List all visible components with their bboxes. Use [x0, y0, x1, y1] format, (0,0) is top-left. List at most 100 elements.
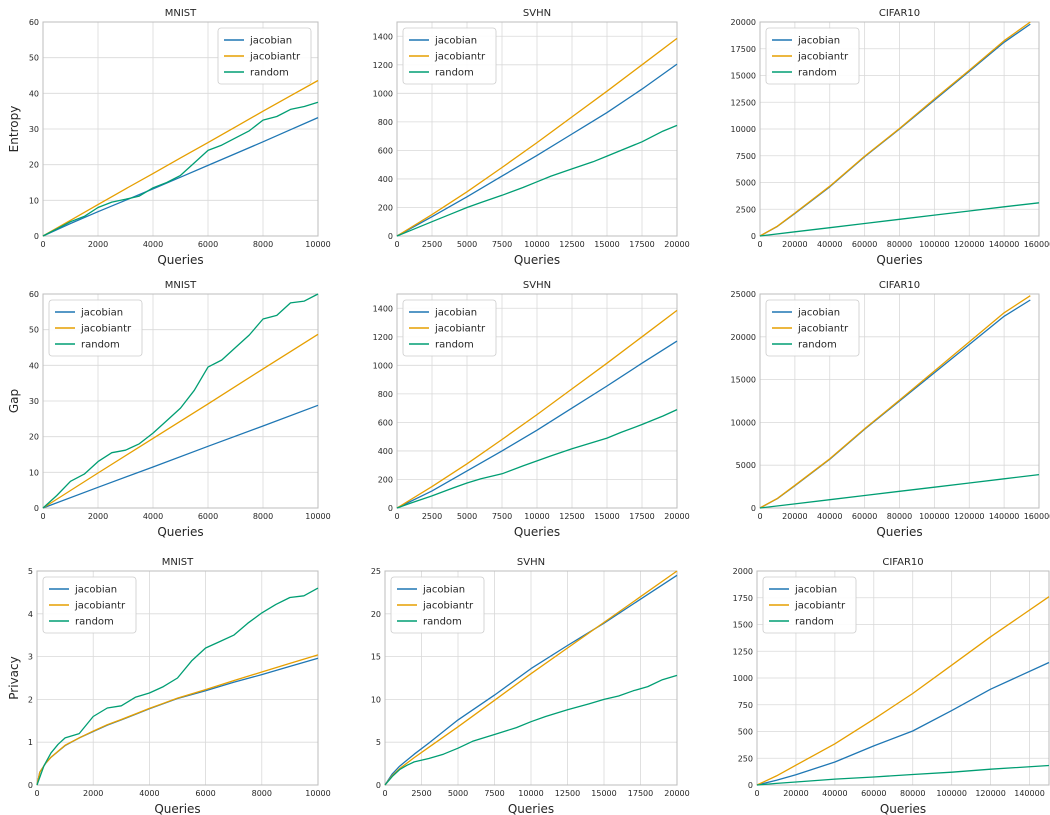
legend-label-random: random	[435, 68, 474, 79]
y-tick-label: 200	[378, 203, 393, 212]
chart-title: MNIST	[165, 8, 197, 19]
y-tick-label: 2	[28, 695, 33, 704]
x-tick-label: 120000	[954, 240, 985, 249]
chart-title: MNIST	[162, 557, 194, 568]
y-tick-label: 1000	[373, 89, 393, 98]
plot-frame	[42, 21, 319, 237]
chart-panel-7: 0 2000 4000 6000 8000 10000 0 1 2 3 4 5 MNIST Queries…	[7, 557, 331, 815]
y-tick-label: 15	[371, 653, 381, 662]
x-axis-label: Queries	[876, 525, 922, 539]
series-line-random	[756, 764, 1050, 786]
series-line-jacobiantr	[42, 79, 319, 237]
y-tick-label: 600	[378, 146, 393, 155]
y-tick-label: 600	[378, 418, 393, 427]
chart-title: SVHN	[523, 280, 551, 291]
y-tick-label: 40	[29, 89, 39, 98]
legend-label-jacobian: jacobian	[794, 585, 837, 596]
legend-label-jacobian: jacobian	[434, 36, 477, 47]
x-tick-label: 6000	[198, 240, 218, 249]
legend: jacobian jacobiantr random	[765, 27, 860, 85]
plot-frame	[36, 570, 319, 786]
y-tick-label: 5000	[736, 461, 756, 470]
y-tick-label: 25000	[731, 290, 756, 299]
y-tick-label: 750	[738, 701, 753, 710]
y-tick-label: 800	[378, 390, 393, 399]
legend: jacobian jacobiantr random	[217, 27, 312, 85]
series-line-jacobiantr	[36, 654, 319, 786]
x-tick-label: 6000	[195, 789, 215, 798]
y-tick-label: 0	[751, 504, 756, 513]
plot-frame	[42, 293, 319, 509]
series-line-random	[42, 293, 319, 509]
x-tick-label: 8000	[252, 789, 272, 798]
x-tick-label: 100000	[919, 240, 950, 249]
series-line-jacobiantr	[759, 295, 1031, 509]
x-tick-label: 60000	[852, 512, 877, 521]
legend-label-jacobian: jacobian	[74, 585, 117, 596]
series-line-random	[759, 202, 1040, 237]
y-tick-label: 1400	[373, 304, 393, 313]
chart-title: SVHN	[517, 557, 545, 568]
y-tick-label: 10	[29, 468, 39, 477]
x-axis-label: Queries	[154, 802, 200, 815]
series-line-random	[396, 409, 678, 509]
y-tick-label: 0	[34, 504, 39, 513]
series-line-jacobian	[42, 117, 319, 237]
legend-label-jacobian: jacobian	[249, 36, 292, 47]
x-tick-label: 120000	[975, 789, 1006, 798]
legend-box	[402, 299, 497, 357]
x-tick-label: 60000	[861, 789, 886, 798]
y-tick-label: 50	[29, 54, 39, 63]
legend: jacobian jacobiantr random	[765, 299, 860, 357]
x-axis-label: Queries	[157, 253, 203, 267]
plot-frame	[396, 21, 678, 237]
x-tick-label: 5000	[457, 240, 477, 249]
y-tick-label: 25	[371, 567, 381, 576]
x-tick-label: 17500	[629, 512, 654, 521]
x-axis-label: Queries	[876, 253, 922, 267]
x-tick-label: 140000	[989, 240, 1020, 249]
x-tick-label: 2500	[422, 240, 442, 249]
legend-box	[217, 27, 312, 85]
legend: jacobian jacobiantr random	[48, 299, 143, 357]
y-tick-label: 5000	[736, 179, 756, 188]
y-tick-label: 5	[28, 567, 33, 576]
y-tick-label: 60	[29, 18, 39, 27]
x-tick-label: 4000	[143, 240, 163, 249]
series-line-jacobian	[42, 404, 319, 509]
x-tick-label: 0	[40, 512, 45, 521]
plot-frame	[756, 570, 1050, 786]
legend-label-random: random	[435, 340, 474, 351]
series-line-jacobian	[384, 574, 678, 786]
x-tick-label: 12500	[559, 512, 584, 521]
x-tick-label: 12500	[559, 240, 584, 249]
y-tick-label: 20000	[731, 333, 756, 342]
legend-label-jacobiantr: jacobiantr	[434, 324, 486, 335]
x-tick-label: 10000	[524, 240, 549, 249]
plot-frame	[396, 293, 678, 509]
series-line-random	[384, 674, 678, 786]
y-tick-label: 1500	[733, 621, 753, 630]
chart-panel-5: 0 2500 5000 7500 10000 12500 15000 17500 20000 0 2…	[373, 280, 690, 539]
x-tick-label: 17500	[628, 789, 653, 798]
x-tick-label: 2500	[422, 512, 442, 521]
x-tick-label: 2000	[88, 512, 108, 521]
x-tick-label: 5000	[457, 512, 477, 521]
x-tick-label: 5000	[448, 789, 468, 798]
series-line-jacobian	[396, 63, 678, 237]
legend-label-jacobian: jacobian	[797, 308, 840, 319]
y-tick-label: 1250	[733, 647, 753, 656]
x-tick-label: 15000	[594, 240, 619, 249]
y-tick-label: 400	[378, 447, 393, 456]
chart-title: CIFAR10	[879, 280, 920, 291]
legend-label-jacobian: jacobian	[797, 36, 840, 47]
legend-box	[765, 299, 860, 357]
x-tick-label: 10000	[518, 789, 543, 798]
x-tick-label: 0	[757, 240, 762, 249]
y-tick-label: 1200	[373, 333, 393, 342]
x-tick-label: 4000	[139, 789, 159, 798]
x-tick-label: 40000	[822, 789, 847, 798]
y-tick-label: 4	[28, 610, 33, 619]
y-tick-label: 10000	[731, 125, 756, 134]
